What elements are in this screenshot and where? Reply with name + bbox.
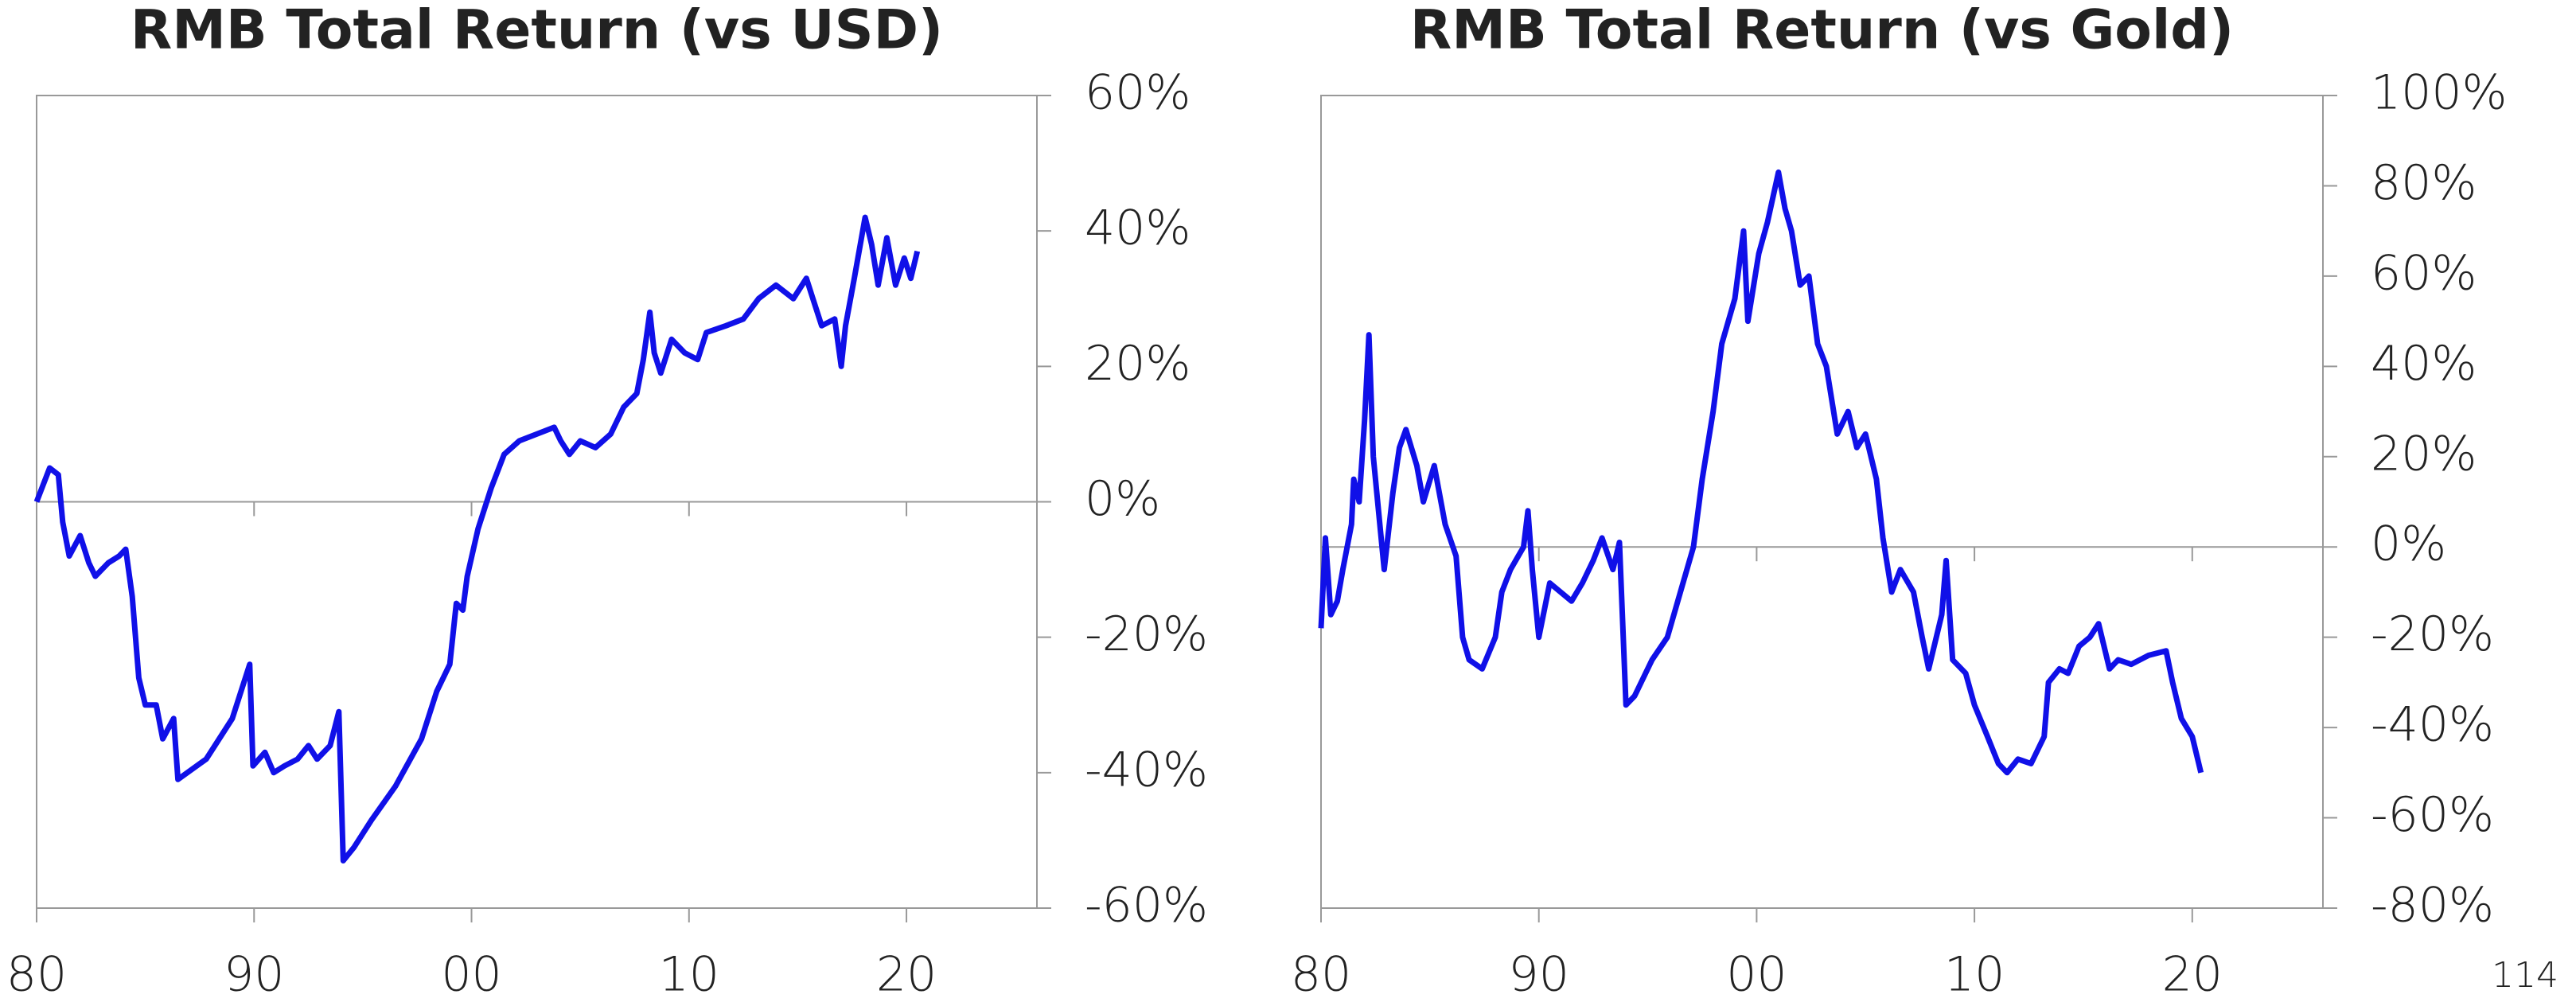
y-tick-label: 0%	[2371, 517, 2446, 572]
chart-title: RMB Total Return (vs Gold)	[1410, 0, 2234, 62]
y-tick-label: 20%	[1085, 336, 1191, 392]
x-tick-label: 80	[6, 947, 67, 1003]
y-tick-label: 20%	[2371, 426, 2477, 482]
x-tick-label: 00	[441, 947, 501, 1003]
y-tick-label: 0%	[1085, 471, 1160, 527]
x-tick-label: 10	[1944, 947, 2005, 1003]
y-tick-label: 40%	[1085, 201, 1191, 256]
x-tick-label: 00	[1726, 947, 1787, 1003]
y-tick-label: -20%	[1085, 606, 1208, 662]
y-tick-label: 100%	[2371, 65, 2508, 121]
series-line	[1318, 169, 2204, 776]
x-tick-label: 90	[224, 947, 284, 1003]
y-tick-label: -60%	[1085, 878, 1208, 934]
y-tick-label: -40%	[1085, 742, 1208, 797]
y-tick-label: 60%	[2371, 245, 2477, 301]
x-tick-label: 80	[1291, 947, 1351, 1003]
series-line	[33, 214, 921, 864]
y-tick-label: -40%	[2371, 697, 2494, 753]
page-number: 114	[2492, 955, 2558, 996]
y-tick-label: -20%	[2371, 606, 2494, 662]
y-tick-label: 40%	[2371, 336, 2477, 392]
x-tick-label: 10	[659, 947, 719, 1003]
y-tick-label: 60%	[1085, 65, 1191, 121]
plot-frame	[1320, 95, 2324, 909]
x-tick-label: 20	[2162, 947, 2223, 1003]
x-tick-label: 20	[876, 947, 937, 1003]
y-tick-label: 80%	[2371, 155, 2477, 211]
chart-title: RMB Total Return (vs USD)	[131, 0, 943, 62]
y-tick-label: -80%	[2371, 878, 2494, 934]
x-tick-label: 90	[1509, 947, 1569, 1003]
y-tick-label: -60%	[2371, 787, 2494, 843]
